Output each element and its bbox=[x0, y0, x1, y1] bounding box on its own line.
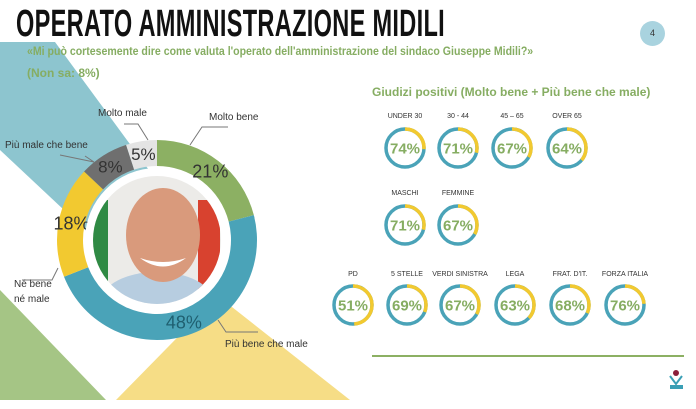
segment-label: FRAT. D'IT. bbox=[553, 271, 588, 278]
ring-remainder-arc bbox=[352, 284, 374, 326]
segment-label: 5 STELLE bbox=[391, 271, 423, 278]
segment-value: 68% bbox=[555, 298, 585, 315]
yellow-triangle bbox=[116, 296, 350, 400]
ring-remainder-arc bbox=[457, 127, 479, 154]
callout-line bbox=[217, 319, 258, 333]
segment-value: 67% bbox=[445, 298, 475, 315]
survey-question: «Mi può cortesemente dire come valuta l'… bbox=[27, 44, 534, 58]
ring-remainder-arc bbox=[404, 127, 426, 150]
ring-remainder-arc bbox=[511, 127, 533, 158]
donut-value-label: 21% bbox=[192, 161, 228, 181]
donut-value-label: 48% bbox=[166, 313, 202, 333]
segment-value: 76% bbox=[610, 298, 640, 315]
main-donut-chart: 21% 48% 18% 8% 5% bbox=[54, 140, 258, 341]
donut-value-label: 8% bbox=[98, 158, 123, 177]
segment-value: 71% bbox=[443, 141, 473, 158]
callout-line bbox=[22, 267, 59, 281]
ring-remainder-arc bbox=[406, 284, 428, 313]
ring-remainder-arc bbox=[457, 204, 479, 235]
segment-label: 30 - 44 bbox=[447, 113, 469, 120]
ring-remainder-arc bbox=[566, 127, 588, 162]
donut-category-label: Molto bene bbox=[209, 112, 259, 123]
non-sa-note: (Non sa: 8%) bbox=[27, 66, 100, 80]
segment-value: 67% bbox=[497, 141, 527, 158]
donut-callouts: Molto bene Più bene che male Né bene né mal… bbox=[5, 108, 308, 350]
segment-label: 45 – 65 bbox=[500, 113, 523, 120]
donut-category-label: né male bbox=[14, 294, 50, 305]
segment-label: PD bbox=[348, 271, 358, 278]
segment-value: 69% bbox=[392, 298, 422, 315]
mayor-photo bbox=[85, 168, 229, 312]
segment-value: 51% bbox=[338, 298, 368, 315]
page-title: OPERATO AMMINISTRAZIONE MIDILI bbox=[16, 3, 446, 45]
donut-category-label: Più bene che male bbox=[225, 339, 308, 350]
donut-slice bbox=[157, 140, 254, 222]
donut-category-label: Più male che bene bbox=[5, 140, 88, 151]
donut-category-label: Né bene bbox=[14, 279, 52, 290]
green-triangle bbox=[0, 290, 106, 400]
donut-value-label: 5% bbox=[131, 145, 156, 164]
segment-value: 63% bbox=[500, 298, 530, 315]
ring-remainder-arc bbox=[514, 284, 536, 320]
callout-line bbox=[124, 123, 149, 141]
logo-icon bbox=[669, 370, 683, 389]
segment-label: OVER 65 bbox=[552, 113, 582, 120]
segment-value: 71% bbox=[390, 218, 420, 235]
ring-remainder-arc bbox=[624, 284, 646, 305]
positive-judgements-charts: UNDER 30 74% 30 - 44 71% 45 – 65 67% OVER 65 64… bbox=[332, 113, 648, 326]
segment-value: 64% bbox=[552, 141, 582, 158]
segment-label: FEMMINE bbox=[442, 190, 475, 197]
segment-value: 67% bbox=[443, 218, 473, 235]
positive-judgements-title: Giudizi positivi (Molto bene + Più bene … bbox=[372, 85, 651, 99]
callout-line bbox=[189, 126, 228, 146]
donut-slice bbox=[84, 144, 135, 190]
page-number-badge: 4 bbox=[640, 21, 665, 46]
donut-value-label: 18% bbox=[54, 214, 90, 234]
ring-remainder-arc bbox=[569, 284, 591, 314]
callout-line bbox=[59, 154, 95, 163]
segment-label: MASCHI bbox=[391, 190, 418, 197]
ring-remainder-arc bbox=[459, 284, 481, 315]
donut-slice bbox=[126, 140, 157, 170]
segment-label: UNDER 30 bbox=[388, 113, 423, 120]
segment-value: 74% bbox=[390, 141, 420, 158]
segment-label: LEGA bbox=[506, 271, 525, 278]
segment-label: VERDI SINISTRA bbox=[432, 271, 488, 278]
donut-slice bbox=[64, 215, 258, 341]
donut-category-label: Molto male bbox=[98, 108, 147, 119]
segment-label: FORZA ITALIA bbox=[602, 271, 648, 278]
donut-slice bbox=[57, 171, 104, 277]
ring-remainder-arc bbox=[404, 204, 426, 231]
